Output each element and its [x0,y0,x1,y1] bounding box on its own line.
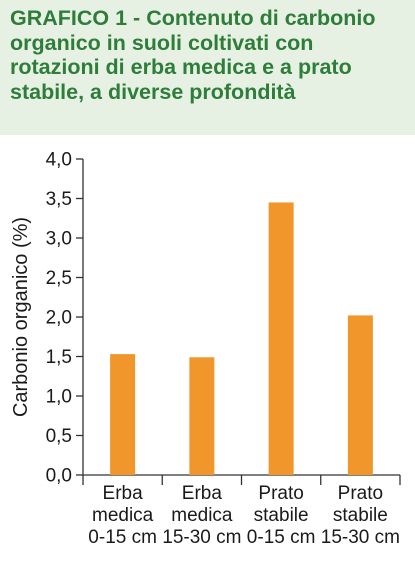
x-category-label: 0-15 cm [247,527,316,548]
y-tick-label: 0,5 [46,426,72,447]
x-category-label: 0-15 cm [88,527,157,548]
y-tick-label: 4,0 [46,150,72,171]
x-category-label: Prato [258,483,303,504]
y-tick-label: 1,0 [46,387,72,408]
x-category-label: 15-30 cm [162,527,241,548]
x-category-label: stabile [254,505,309,526]
y-tick-label: 3,5 [46,189,72,210]
bar [268,202,294,475]
y-tick-label: 0,0 [46,466,72,487]
x-category-label: stabile [333,505,388,526]
y-tick-label: 2,0 [46,308,72,329]
y-tick-label: 3,0 [46,229,72,250]
chart-title: GRAFICO 1 - Contenuto di carbonio organi… [10,6,407,104]
x-category-label: Prato [338,483,383,504]
y-tick-label: 1,5 [46,347,72,368]
bar [110,354,136,475]
x-category-label: medica [92,505,154,526]
bar [347,315,373,475]
x-category-label: Erba [103,483,144,504]
x-category-label: Erba [182,483,223,504]
bar [189,357,215,475]
bar-chart: 0,00,51,01,52,02,53,03,54,0Erbamedica0-1… [10,150,401,548]
chart-title-prefix: GRAFICO 1 - [10,6,141,30]
x-category-label: 15-30 cm [321,527,400,548]
y-axis-label: Carbonio organico (%) [10,217,32,417]
chart-title-box: GRAFICO 1 - Contenuto di carbonio organi… [0,0,415,135]
chart-title-text: Contenuto di carbonio organico in suoli … [10,6,376,104]
x-category-label: medica [171,505,233,526]
y-tick-label: 2,5 [46,268,72,289]
